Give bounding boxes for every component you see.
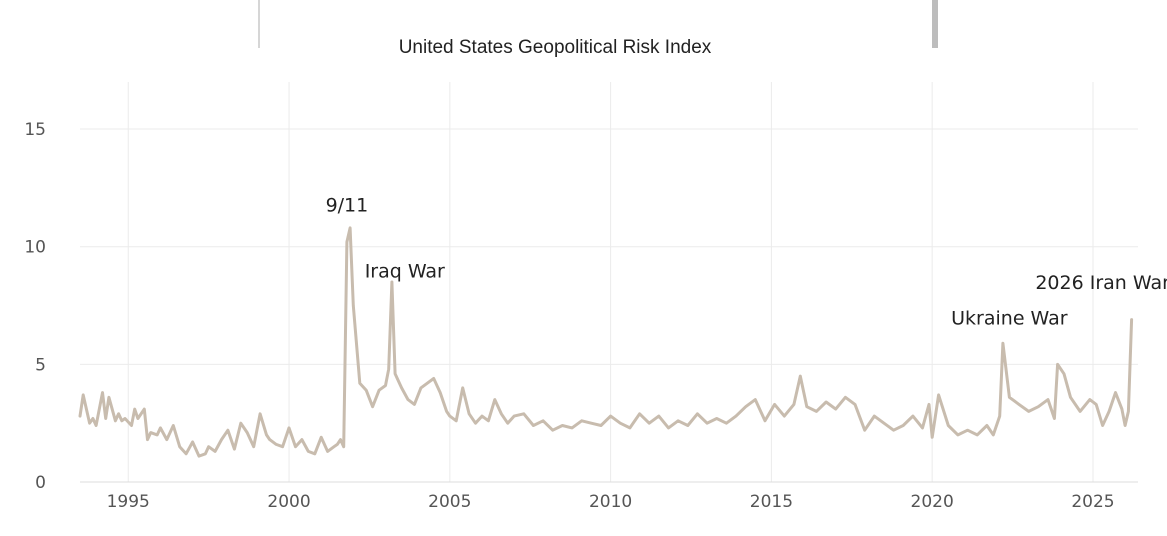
frame-scrollbar-right[interactable] [932, 0, 938, 48]
x-tick-label: 2020 [911, 492, 954, 512]
grid-layer [80, 82, 1138, 483]
annotation-label: 2026 Iran War [1035, 272, 1167, 294]
x-tick-label: 2025 [1071, 492, 1114, 512]
chart-title: United States Geopolitical Risk Index [398, 37, 712, 58]
series-line [78, 226, 1134, 458]
tick-layer: 1995 2000 2005 2010 2015 2020 2025 0 5 10 15 [24, 120, 1114, 512]
x-tick-label: 1995 [107, 492, 150, 512]
x-tick-label: 2010 [589, 492, 632, 512]
x-tick-label: 2015 [750, 492, 793, 512]
y-tick-label: 5 [35, 355, 46, 375]
y-tick-label: 10 [24, 238, 46, 258]
y-tick-label: 15 [24, 120, 46, 140]
annotation-label: Ukraine War [951, 307, 1068, 329]
y-tick-label: 0 [35, 473, 46, 493]
annotation-label: Iraq War [365, 260, 445, 282]
annotation-layer: 9/11 Iraq War Ukraine War 2026 Iran War [326, 194, 1167, 329]
frame-divider-left [258, 0, 260, 48]
x-tick-label: 2005 [428, 492, 471, 512]
annotation-label: 9/11 [326, 194, 369, 216]
series-layer [78, 226, 1134, 458]
x-tick-label: 2000 [267, 492, 310, 512]
